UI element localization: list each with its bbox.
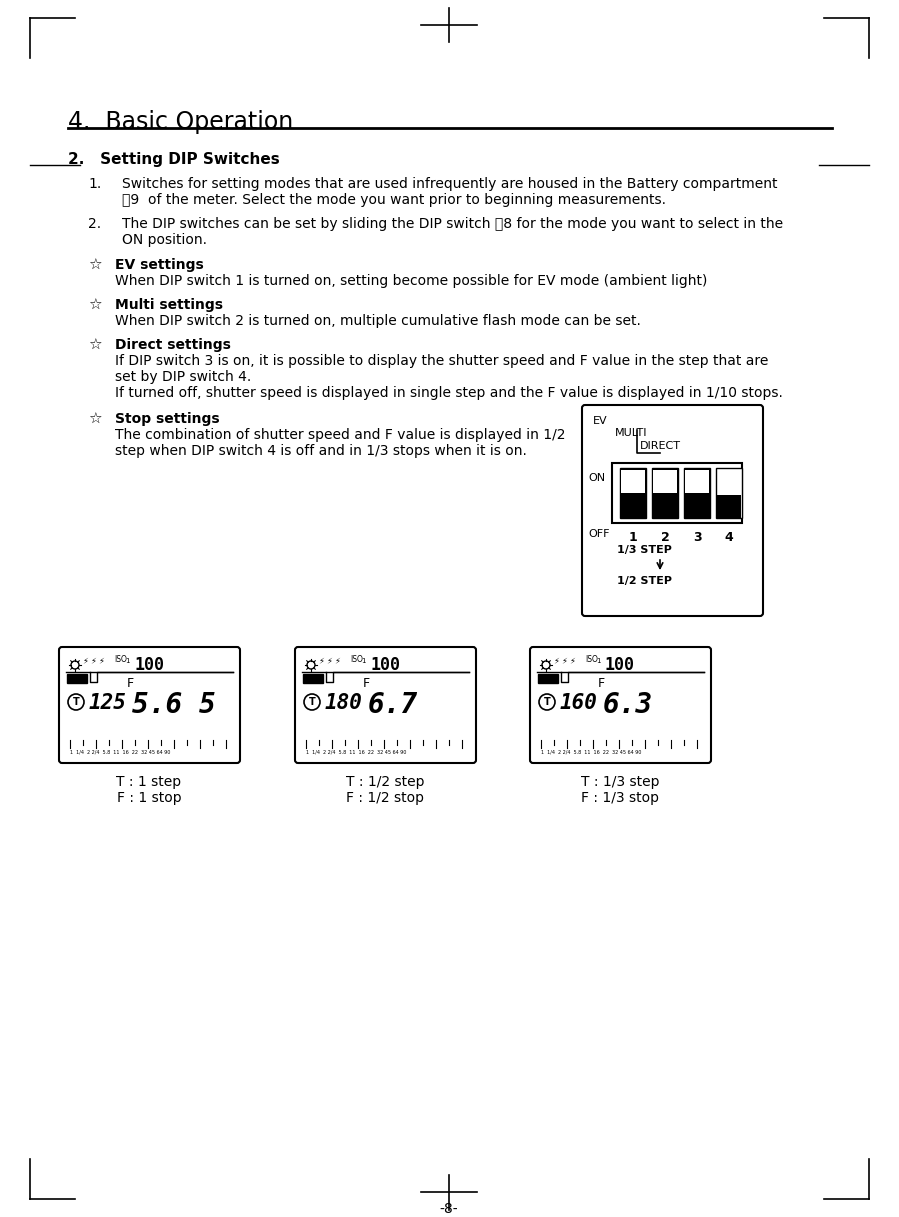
Text: Stop settings: Stop settings bbox=[115, 413, 219, 426]
FancyBboxPatch shape bbox=[530, 647, 711, 763]
Text: F: F bbox=[363, 677, 370, 690]
Text: 1.: 1. bbox=[88, 176, 102, 191]
Text: ISO: ISO bbox=[114, 655, 127, 664]
Text: When DIP switch 2 is turned on, multiple cumulative flash mode can be set.: When DIP switch 2 is turned on, multiple… bbox=[115, 314, 641, 329]
Text: Multi settings: Multi settings bbox=[115, 298, 223, 312]
Text: 2: 2 bbox=[661, 531, 670, 544]
Text: F : 1 stop: F : 1 stop bbox=[117, 791, 182, 804]
Text: -8-: -8- bbox=[440, 1202, 458, 1216]
Text: 2.   Setting DIP Switches: 2. Setting DIP Switches bbox=[68, 152, 280, 167]
FancyBboxPatch shape bbox=[59, 647, 240, 763]
Text: The DIP switches can be set by sliding the DIP switch 8 for the mode you want t: The DIP switches can be set by sliding t… bbox=[122, 217, 783, 231]
Text: 3: 3 bbox=[693, 531, 701, 544]
Text: ⚡: ⚡ bbox=[561, 656, 567, 664]
Text: 160: 160 bbox=[560, 692, 598, 713]
Text: ON position.: ON position. bbox=[122, 232, 207, 247]
Text: ON: ON bbox=[588, 473, 605, 483]
Text: step when DIP switch 4 is off and in 1/3 stops when it is on.: step when DIP switch 4 is off and in 1/3… bbox=[115, 444, 527, 458]
Bar bbox=[652, 469, 678, 518]
Text: ⚡: ⚡ bbox=[326, 656, 332, 664]
Text: ☆: ☆ bbox=[88, 298, 102, 313]
Text: F: F bbox=[598, 677, 605, 690]
FancyBboxPatch shape bbox=[582, 405, 763, 616]
Text: ISO: ISO bbox=[585, 655, 598, 664]
Text: 100: 100 bbox=[370, 656, 400, 674]
Bar bbox=[685, 470, 709, 493]
Text: ⚡: ⚡ bbox=[318, 656, 324, 664]
Text: T : 1/2 step: T : 1/2 step bbox=[346, 775, 424, 789]
Text: 125: 125 bbox=[89, 692, 127, 713]
Text: 1: 1 bbox=[125, 658, 129, 664]
Bar bbox=[684, 469, 710, 518]
Text: F : 1/3 stop: F : 1/3 stop bbox=[581, 791, 659, 804]
Text: When DIP switch 1 is turned on, setting become possible for EV mode (ambient lig: When DIP switch 1 is turned on, setting … bbox=[115, 274, 708, 288]
Bar bbox=[67, 674, 87, 683]
Text: 1: 1 bbox=[596, 658, 601, 664]
Text: 2.: 2. bbox=[88, 217, 101, 231]
Text: 100: 100 bbox=[605, 656, 635, 674]
Text: DIRECT: DIRECT bbox=[640, 441, 681, 452]
Text: T: T bbox=[308, 697, 316, 707]
Text: 5.6 5: 5.6 5 bbox=[132, 691, 216, 719]
Bar bbox=[538, 674, 558, 683]
Text: 4: 4 bbox=[725, 531, 734, 544]
Text: EV: EV bbox=[593, 416, 608, 426]
Text: ☆: ☆ bbox=[88, 338, 102, 353]
Text: If DIP switch 3 is on, it is possible to display the shutter speed and F value i: If DIP switch 3 is on, it is possible to… bbox=[115, 354, 769, 368]
Text: Direct settings: Direct settings bbox=[115, 338, 231, 352]
Text: 6.3: 6.3 bbox=[603, 691, 654, 719]
Text: ⚡: ⚡ bbox=[569, 656, 574, 664]
Text: EV settings: EV settings bbox=[115, 258, 204, 273]
Bar bbox=[653, 470, 677, 493]
Text: 1/3 STEP: 1/3 STEP bbox=[617, 545, 672, 555]
Text: 1  1/4  2 2/4  5.8  11  16  22  32 45 64 90: 1 1/4 2 2/4 5.8 11 16 22 32 45 64 90 bbox=[70, 750, 171, 755]
Text: Switches for setting modes that are used infrequently are housed in the Battery : Switches for setting modes that are used… bbox=[122, 176, 778, 191]
Text: ⚡: ⚡ bbox=[90, 656, 96, 664]
Text: 1: 1 bbox=[361, 658, 366, 664]
Text: 1  1/4  2 2/4  5.8  11  16  22  32 45 64 90: 1 1/4 2 2/4 5.8 11 16 22 32 45 64 90 bbox=[541, 750, 641, 755]
Text: 100: 100 bbox=[134, 656, 164, 674]
Bar bbox=[620, 469, 646, 518]
Text: ⚡: ⚡ bbox=[98, 656, 104, 664]
Text: F : 1/2 stop: F : 1/2 stop bbox=[346, 791, 424, 804]
Text: ⚡: ⚡ bbox=[82, 656, 88, 664]
Text: ⚡: ⚡ bbox=[553, 656, 559, 664]
Text: T : 1 step: T : 1 step bbox=[117, 775, 182, 789]
Text: If turned off, shutter speed is displayed in single step and the F value is disp: If turned off, shutter speed is displaye… bbox=[115, 386, 783, 400]
Text: F: F bbox=[127, 677, 134, 690]
Text: 1/2 STEP: 1/2 STEP bbox=[617, 576, 672, 587]
Text: The combination of shutter speed and F value is displayed in 1/2: The combination of shutter speed and F v… bbox=[115, 428, 565, 442]
Text: ☆: ☆ bbox=[88, 413, 102, 427]
Text: ISO: ISO bbox=[350, 655, 363, 664]
Text: 9  of the meter. Select the mode you want prior to beginning measurements.: 9 of the meter. Select the mode you wan… bbox=[122, 194, 666, 207]
Text: set by DIP switch 4.: set by DIP switch 4. bbox=[115, 370, 251, 385]
Bar bbox=[717, 495, 741, 518]
Bar bbox=[612, 462, 742, 523]
Text: 1  1/4  2 2/4  5.8  11  16  22  32 45 64 90: 1 1/4 2 2/4 5.8 11 16 22 32 45 64 90 bbox=[306, 750, 406, 755]
Text: T: T bbox=[544, 697, 550, 707]
Text: OFF: OFF bbox=[588, 529, 610, 539]
FancyBboxPatch shape bbox=[295, 647, 476, 763]
Bar bbox=[303, 674, 323, 683]
Text: 180: 180 bbox=[325, 692, 363, 713]
Text: ☆: ☆ bbox=[88, 258, 102, 273]
Text: T: T bbox=[73, 697, 79, 707]
Bar bbox=[716, 469, 742, 518]
Text: 4.  Basic Operation: 4. Basic Operation bbox=[68, 110, 293, 134]
Bar bbox=[621, 470, 645, 493]
Text: MULTI: MULTI bbox=[615, 428, 647, 438]
Text: 6.7: 6.7 bbox=[368, 691, 418, 719]
Text: T : 1/3 step: T : 1/3 step bbox=[581, 775, 659, 789]
Text: ⚡: ⚡ bbox=[334, 656, 340, 664]
Text: 1: 1 bbox=[628, 531, 637, 544]
